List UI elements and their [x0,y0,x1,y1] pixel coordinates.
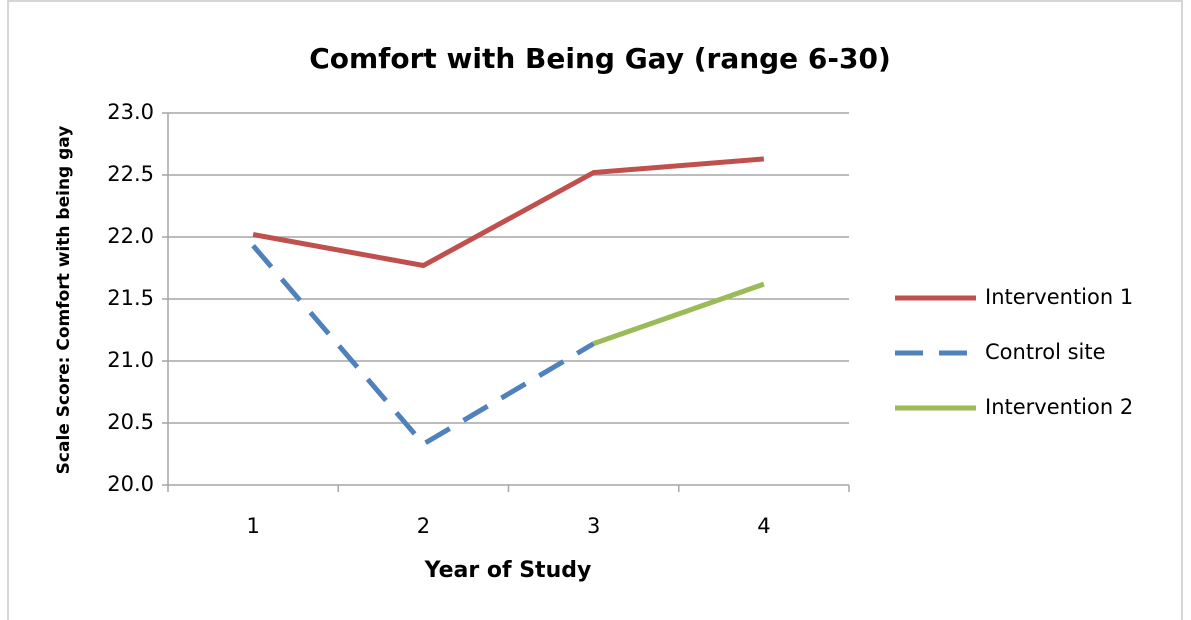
y-axis-label: Scale Score: Comfort with being gay [54,126,74,475]
series-line [251,244,595,448]
chart-frame [7,0,1183,620]
y-tick-label: 21.0 [107,348,154,372]
y-tick-label: 20.0 [107,472,154,496]
x-tick-label: 4 [757,514,770,538]
chart-title: Comfort with Being Gay (range 6-30) [309,42,891,75]
y-tick-label: 23.0 [107,100,154,124]
legend-label: Intervention 1 [985,285,1133,309]
x-tick-label: 2 [417,514,430,538]
y-tick-label: 20.5 [107,410,154,434]
y-tick-label: 22.0 [107,224,154,248]
x-tick-label: 1 [246,514,259,538]
series-line [252,156,765,269]
x-axis-label: Year of Study [424,558,592,583]
legend-label: Intervention 2 [985,395,1133,419]
series-line [592,281,765,346]
y-tick-label: 22.5 [107,162,154,186]
x-tick-label: 3 [587,514,600,538]
legend-label: Control site [985,340,1106,364]
y-tick-label: 21.5 [107,286,154,310]
